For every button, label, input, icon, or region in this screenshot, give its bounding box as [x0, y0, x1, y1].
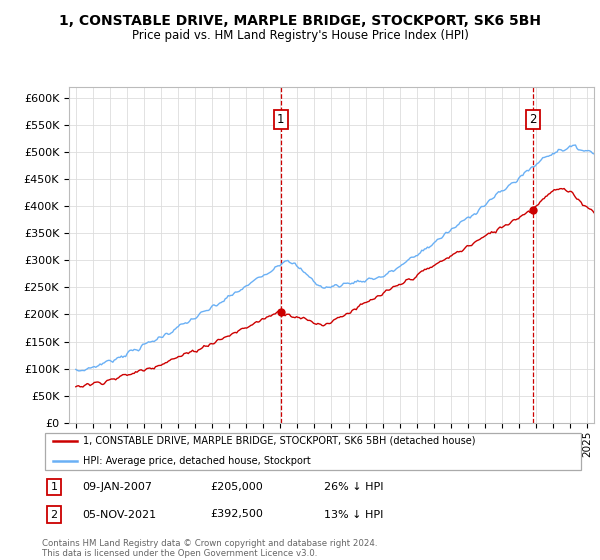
Text: 1, CONSTABLE DRIVE, MARPLE BRIDGE, STOCKPORT, SK6 5BH (detached house): 1, CONSTABLE DRIVE, MARPLE BRIDGE, STOCK… [83, 436, 475, 446]
Text: £392,500: £392,500 [211, 510, 263, 520]
Text: 05-NOV-2021: 05-NOV-2021 [83, 510, 157, 520]
Text: 26% ↓ HPI: 26% ↓ HPI [325, 482, 384, 492]
Text: 2: 2 [529, 113, 537, 126]
Text: Price paid vs. HM Land Registry's House Price Index (HPI): Price paid vs. HM Land Registry's House … [131, 29, 469, 42]
Text: 1: 1 [277, 113, 284, 126]
Text: HPI: Average price, detached house, Stockport: HPI: Average price, detached house, Stoc… [83, 456, 310, 466]
Text: 1, CONSTABLE DRIVE, MARPLE BRIDGE, STOCKPORT, SK6 5BH: 1, CONSTABLE DRIVE, MARPLE BRIDGE, STOCK… [59, 14, 541, 28]
Text: 1: 1 [50, 482, 58, 492]
Text: Contains HM Land Registry data © Crown copyright and database right 2024.
This d: Contains HM Land Registry data © Crown c… [42, 539, 377, 558]
Text: 09-JAN-2007: 09-JAN-2007 [83, 482, 153, 492]
Text: £205,000: £205,000 [211, 482, 263, 492]
Text: 2: 2 [50, 510, 58, 520]
Text: 13% ↓ HPI: 13% ↓ HPI [325, 510, 384, 520]
FancyBboxPatch shape [45, 433, 581, 470]
